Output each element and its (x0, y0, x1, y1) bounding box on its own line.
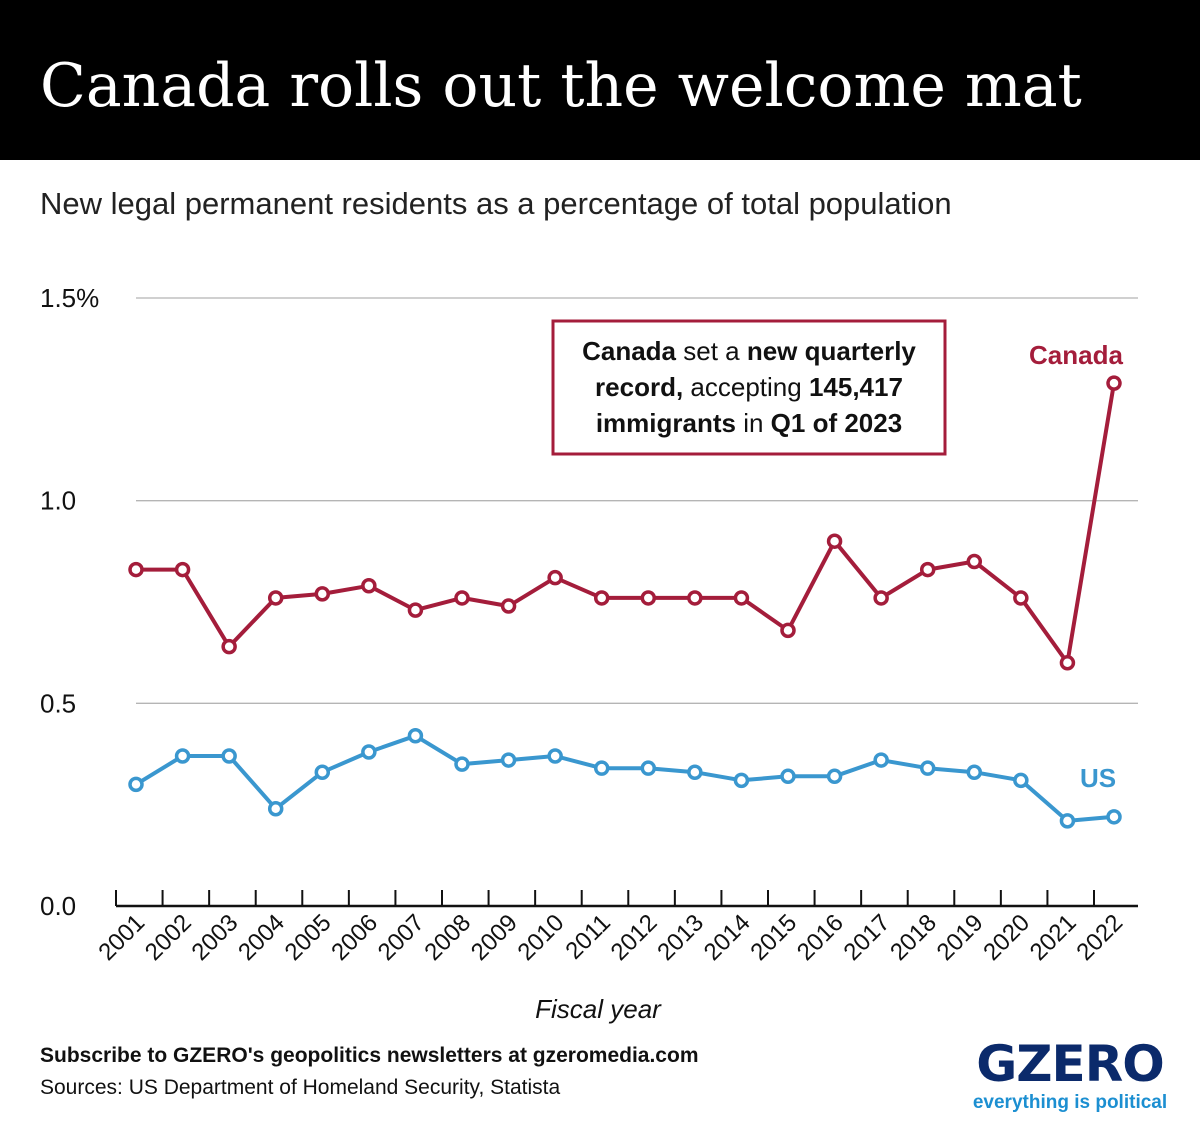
subscribe-text: Subscribe to GZERO's geopolitics newslet… (40, 1044, 699, 1067)
us-point (1106, 809, 1122, 825)
us-point (1013, 772, 1029, 789)
canada-point (1106, 375, 1122, 391)
header-bar: Canada rolls out the welcome mat (0, 0, 1200, 160)
us-series-line (134, 733, 1115, 823)
us-point (221, 748, 237, 764)
x-tick-label: 2013 (652, 909, 709, 966)
x-tick-label: 2016 (792, 909, 849, 966)
y-tick-label: 0.5 (40, 688, 76, 718)
us-point (733, 772, 750, 789)
x-tick-label: 2010 (513, 909, 570, 966)
x-tick-label: 2017 (839, 909, 896, 966)
canada-point (966, 553, 983, 570)
logo-wordmark: GZERO (976, 1035, 1164, 1093)
annotation-box: Canada set a new quarterly record, accept… (551, 319, 947, 456)
canada-point (454, 590, 470, 606)
canada-point (1059, 655, 1076, 671)
canada-point (547, 569, 563, 586)
canada-series-label: Canada (1029, 340, 1123, 370)
page-title: Canada rolls out the welcome mat (40, 51, 1082, 121)
x-tick-label: 2009 (466, 909, 523, 966)
x-tick-label: 2005 (280, 909, 337, 966)
annotation-text: Canada set a new quarterly record, accept… (582, 336, 916, 438)
us-point (454, 756, 470, 772)
annotation-run: 145,417 (809, 372, 903, 402)
annotation-run: accepting (683, 372, 809, 402)
x-tick-label: 2018 (885, 909, 942, 966)
us-point (174, 748, 191, 764)
chart-subtitle: New legal permanent residents as a perce… (40, 186, 952, 221)
canada-point (873, 590, 889, 606)
us-point (267, 800, 284, 817)
us-point (407, 728, 424, 744)
y-tick-label: 0.0 (40, 891, 76, 921)
annotation-run: in (736, 408, 771, 438)
canada-point (780, 622, 796, 639)
canada-point (733, 590, 750, 606)
us-point (1059, 813, 1076, 829)
canada-point (267, 590, 284, 606)
sources-text: Sources: US Department of Homeland Secur… (40, 1076, 561, 1099)
canada-point (826, 533, 843, 549)
canada-point (174, 561, 191, 578)
x-tick-label: 2021 (1025, 909, 1082, 966)
canada-point (640, 590, 657, 606)
x-tick-label: 2008 (419, 909, 476, 966)
annotation-run: Canada (582, 336, 676, 366)
canada-point (500, 598, 517, 614)
logo-tagline: everything is political (972, 1092, 1168, 1113)
x-tick-label: 2011 (560, 909, 616, 965)
x-tick-label: 2019 (932, 909, 989, 966)
x-tick-label: 2020 (978, 909, 1035, 966)
canada-point (221, 638, 237, 655)
x-tick-label: 2002 (140, 909, 197, 966)
annotation-run: new quarterly (747, 336, 917, 366)
canada-series-line (136, 382, 1116, 665)
series-layer (128, 375, 1122, 829)
x-tick-label: 2004 (233, 909, 290, 966)
x-tick-label: 2012 (606, 909, 663, 966)
us-point (314, 764, 331, 780)
x-tick-label: 2014 (699, 909, 756, 966)
annotation-run: record, (595, 372, 683, 402)
canada-point (593, 590, 610, 606)
annotation-run: Q1 of 2023 (771, 408, 903, 438)
x-tick-label: 2007 (373, 909, 430, 966)
canada-point (361, 578, 377, 594)
us-point (593, 760, 610, 776)
us-point (361, 744, 377, 760)
y-tick-label: 1.5% (40, 283, 99, 313)
us-point (873, 752, 889, 768)
x-tick-label: 2001 (93, 909, 150, 966)
canada-point (919, 561, 936, 578)
canada-point (1013, 590, 1029, 606)
y-tick-label: 1.0 (40, 486, 76, 516)
label-layer: Canada US (1029, 340, 1123, 793)
us-series-label: US (1080, 763, 1116, 793)
us-point (128, 776, 144, 793)
x-tick-label: 2006 (326, 909, 383, 966)
annotation-run: set a (676, 336, 747, 366)
us-point (687, 764, 703, 780)
us-point (919, 760, 936, 776)
us-point (966, 764, 983, 780)
us-point (826, 768, 843, 785)
us-point (640, 760, 657, 776)
us-point (547, 748, 563, 764)
x-tick-label: 2015 (745, 909, 802, 966)
annotation-run: immigrants (596, 408, 736, 438)
x-tick-label: 2022 (1071, 909, 1128, 966)
grid-layer (136, 297, 1138, 704)
canada-point (407, 602, 424, 618)
us-point (780, 768, 796, 785)
canada-point (314, 586, 331, 602)
canada-point (687, 590, 703, 606)
line-chart: 0.00.51.01.5%200120022003200420052006200… (40, 283, 1138, 1024)
gzero-logo: GZERO everything is political (970, 1036, 1170, 1114)
x-tick-label: 2003 (187, 909, 244, 966)
annotation-border (551, 319, 947, 456)
us-point (500, 752, 517, 768)
x-axis-title: Fiscal year (535, 994, 662, 1024)
canada-point (128, 561, 144, 578)
